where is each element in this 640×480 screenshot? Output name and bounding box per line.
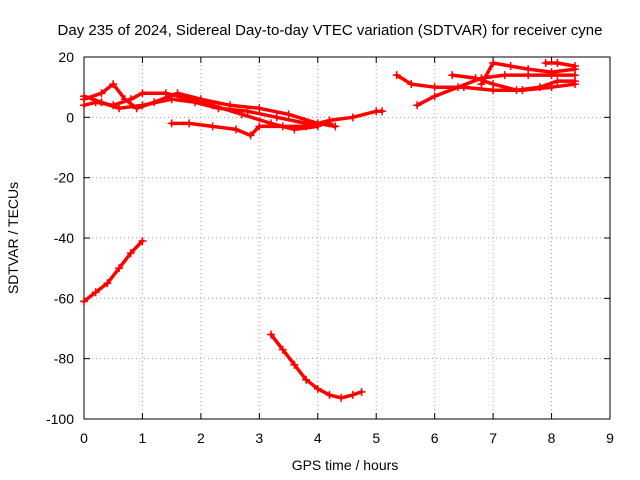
data-point (348, 113, 357, 122)
data-point (138, 237, 147, 246)
data-point (500, 71, 509, 80)
data-point (278, 122, 287, 131)
data-point (302, 375, 311, 384)
data-point (103, 279, 112, 288)
data-point (290, 360, 299, 369)
data-point (208, 122, 217, 131)
data-point (337, 393, 346, 402)
data-point (167, 119, 176, 128)
series-line (82, 239, 145, 304)
x-axis-label: GPS time / hours (292, 457, 399, 473)
data-point (109, 80, 118, 89)
data-point (167, 95, 176, 104)
data-point (255, 122, 264, 131)
data-point (126, 95, 135, 104)
data-point (185, 119, 194, 128)
x-tick-label: 5 (372, 430, 380, 446)
data-point (97, 98, 106, 107)
plot-frame (83, 56, 611, 420)
data-point (570, 62, 579, 71)
data-point (331, 122, 340, 131)
data-point (489, 59, 498, 68)
x-tick-label: 1 (139, 430, 147, 446)
data-point (430, 83, 439, 92)
data-point (313, 384, 322, 393)
data-point (302, 122, 311, 131)
data-point (138, 89, 147, 98)
data-point (231, 125, 240, 134)
y-tick-label: -20 (54, 170, 74, 186)
data-point (541, 59, 550, 68)
data-point (392, 71, 401, 80)
data-point (243, 107, 252, 116)
data-point (357, 387, 366, 396)
data-point (547, 68, 556, 77)
data-point (80, 92, 88, 101)
data-point (348, 390, 357, 399)
data-point (278, 345, 287, 354)
data-point (80, 297, 88, 306)
data-point (191, 98, 200, 107)
data-point (570, 77, 579, 86)
data-point (471, 74, 480, 83)
data-point (284, 110, 293, 119)
data-point (454, 83, 463, 92)
data-point (267, 330, 276, 339)
data-point (214, 104, 223, 113)
y-tick-label: 0 (66, 109, 74, 125)
data-point (430, 92, 439, 101)
y-axis-label: SDTVAR / TECUs (5, 182, 21, 294)
data-point (413, 101, 422, 110)
data-point (448, 71, 457, 80)
data-point (553, 77, 562, 86)
y-tick-label: 20 (58, 49, 74, 65)
x-tick-label: 9 (606, 430, 614, 446)
data-series (80, 59, 579, 402)
x-tick-label: 3 (255, 430, 263, 446)
x-tick-label: 4 (314, 430, 322, 446)
data-point (477, 80, 486, 89)
data-point (115, 264, 124, 273)
data-point (138, 101, 147, 110)
data-point (272, 113, 281, 122)
data-point (161, 89, 170, 98)
data-point (325, 116, 334, 125)
y-tick-label: -60 (54, 290, 74, 306)
y-tick-label: -80 (54, 351, 74, 367)
axis-ticks: 0 1 2 3 4 5 6 7 8 9 20 0 -20 -40 -60 -80 -100 (46, 49, 614, 446)
x-tick-label: 7 (489, 430, 497, 446)
y-tick-label: -100 (46, 411, 74, 427)
data-point (246, 131, 255, 140)
x-tick-label: 8 (548, 430, 556, 446)
data-point (255, 104, 264, 113)
data-point (524, 65, 533, 74)
grid (84, 57, 610, 419)
data-point (325, 390, 334, 399)
data-point (97, 89, 106, 98)
chart-title: Day 235 of 2024, Sidereal Day-to-day VTE… (58, 22, 603, 39)
data-point (489, 80, 498, 89)
x-tick-label: 6 (431, 430, 439, 446)
data-point (378, 107, 387, 116)
data-point (91, 288, 100, 297)
data-point (535, 83, 544, 92)
x-tick-label: 2 (197, 430, 205, 446)
y-tick-label: -40 (54, 230, 74, 246)
data-point (80, 101, 88, 110)
data-point (115, 104, 124, 113)
data-point (553, 59, 562, 68)
data-point (506, 62, 515, 71)
x-tick-label: 0 (80, 430, 88, 446)
data-point (126, 249, 135, 258)
data-point (512, 86, 521, 95)
data-point (407, 80, 416, 89)
